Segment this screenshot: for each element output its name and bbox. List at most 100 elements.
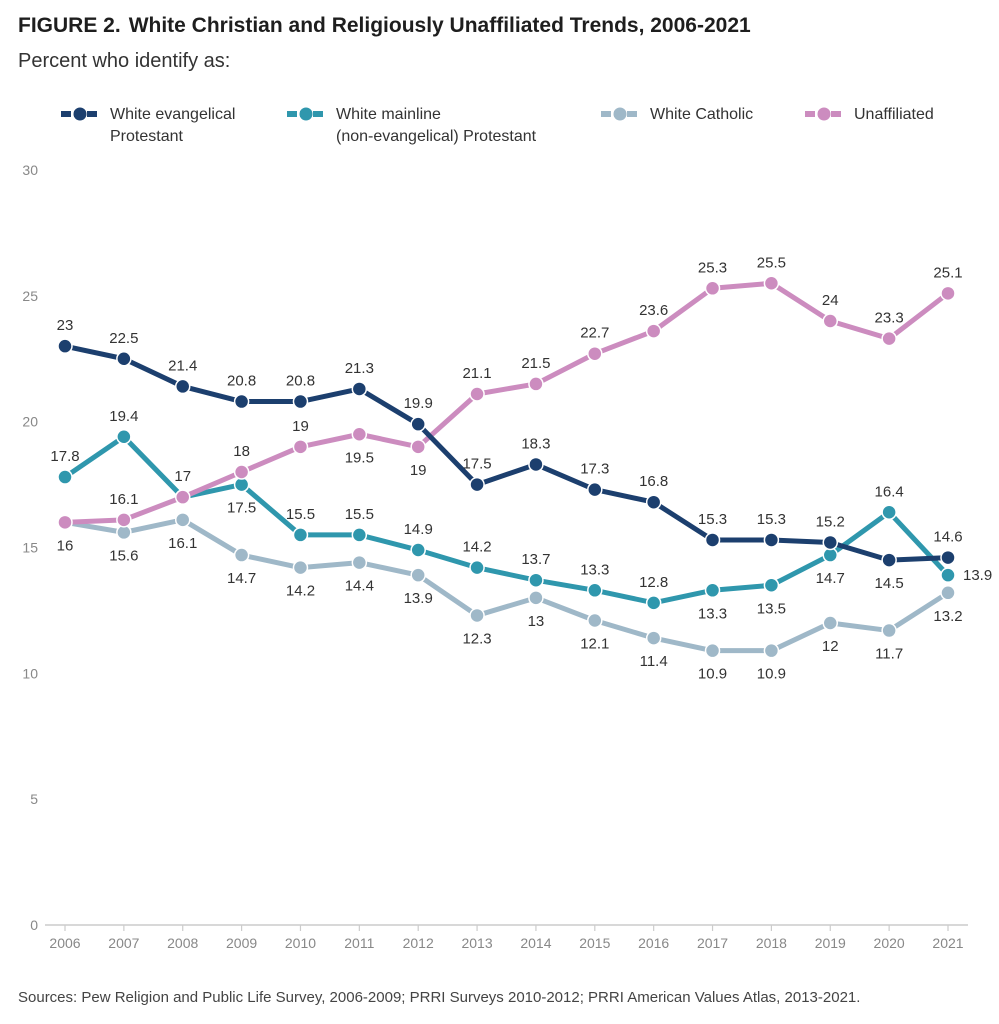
data-label: 20.8: [227, 373, 256, 390]
data-point-2: [410, 567, 426, 583]
data-label: 19.5: [345, 449, 374, 466]
legend-swatch-evangelical: [61, 107, 99, 121]
data-point-1: [763, 577, 780, 593]
data-label: 13.7: [521, 551, 550, 568]
x-tick-label: 2016: [638, 935, 669, 951]
legend-item-mainline: White mainline (non-evangelical) Protest…: [286, 104, 536, 148]
data-label: 24: [822, 292, 839, 309]
data-point-1: [645, 595, 662, 611]
y-tick-label: 30: [22, 162, 38, 178]
data-label: 10.9: [698, 666, 727, 683]
data-point-3: [763, 275, 780, 291]
data-point-2: [704, 642, 721, 659]
data-label: 12: [822, 638, 839, 655]
data-label: 16.1: [109, 491, 138, 508]
data-point-2: [940, 585, 956, 601]
data-point-3: [57, 514, 73, 531]
y-tick-label: 5: [30, 791, 38, 807]
data-point-3: [233, 464, 250, 480]
legend-label-catholic: White Catholic: [650, 106, 754, 123]
data-label: 13.5: [757, 600, 786, 617]
data-label: 21.5: [521, 355, 550, 372]
data-label: 14.4: [345, 578, 374, 595]
data-point-3: [587, 345, 603, 362]
x-tick-label: 2012: [403, 935, 434, 951]
data-point-1: [587, 582, 603, 599]
data-point-3: [351, 426, 368, 442]
data-label: 15.3: [757, 511, 786, 528]
data-label: 14.2: [462, 539, 491, 556]
data-point-1: [528, 572, 544, 588]
data-label: 19.4: [109, 408, 138, 425]
legend-label-evangelical: White evangelical Protestant: [110, 106, 236, 145]
x-tick-label: 2011: [344, 935, 374, 951]
data-label: 18: [233, 443, 250, 460]
chart-subtitle: Percent who identify as:: [18, 50, 231, 72]
data-point-2: [469, 607, 485, 624]
legend-label-mainline: White mainline (non-evangelical) Protest…: [336, 106, 537, 145]
data-label: 25.5: [757, 254, 786, 271]
data-point-1: [351, 527, 368, 543]
data-label: 15.5: [286, 506, 315, 523]
data-label: 15.6: [109, 547, 138, 564]
data-label: 19: [292, 418, 309, 435]
data-label: 17.8: [50, 448, 79, 465]
figure-label: FIGURE 2.: [18, 14, 121, 37]
x-tick-label: 2010: [285, 935, 316, 951]
data-label: 23.6: [639, 302, 668, 319]
data-point-0: [233, 393, 250, 410]
data-label: 17.3: [580, 461, 609, 478]
data-point-1: [940, 567, 956, 583]
data-point-0: [351, 381, 368, 397]
data-point-1: [469, 559, 485, 576]
y-tick-label: 25: [22, 288, 38, 304]
chart-title: FIGURE 2. White Christian and Religiously…: [18, 14, 751, 38]
data-label: 16.4: [875, 483, 904, 500]
data-label: 16: [57, 537, 74, 554]
x-tick-label: 2006: [49, 935, 80, 951]
data-point-2: [645, 630, 662, 646]
series-line-2: [62, 517, 951, 654]
data-label: 15.5: [345, 506, 374, 523]
data-label: 21.4: [168, 357, 197, 374]
data-point-2: [881, 622, 897, 639]
data-label: 12.8: [639, 574, 668, 591]
data-point-0: [469, 476, 485, 493]
data-label: 13.3: [580, 561, 609, 578]
data-label: 22.7: [580, 325, 609, 342]
data-label: 11.4: [640, 653, 668, 670]
data-point-3: [645, 323, 662, 339]
x-tick-label: 2013: [461, 935, 492, 951]
data-label: 13.9: [404, 590, 433, 607]
data-label: 19: [410, 462, 427, 479]
data-label: 21.1: [462, 365, 491, 382]
data-point-3: [528, 376, 544, 392]
data-label: 25.3: [698, 259, 727, 276]
data-point-1: [292, 527, 309, 543]
data-point-0: [292, 393, 309, 410]
data-point-3: [881, 330, 897, 347]
legend-item-catholic: White Catholic: [600, 104, 753, 126]
legend-label-unaffiliated: Unaffiliated: [854, 106, 934, 123]
data-point-0: [881, 552, 897, 568]
y-tick-label: 10: [22, 665, 38, 681]
data-point-2: [587, 612, 603, 629]
data-point-2: [233, 547, 250, 563]
data-label: 14.7: [816, 570, 845, 587]
data-point-2: [292, 559, 309, 576]
data-label: 13.3: [698, 605, 727, 622]
data-point-3: [469, 386, 485, 402]
data-label: 17.5: [462, 456, 491, 473]
data-point-2: [763, 642, 780, 659]
data-label: 14.7: [227, 570, 256, 587]
y-tick-label: 0: [30, 917, 38, 933]
source-note: Sources: Pew Religion and Public Life Su…: [18, 989, 861, 1006]
data-label: 21.3: [345, 360, 374, 377]
data-label: 14.9: [404, 521, 433, 538]
data-point-0: [410, 416, 426, 432]
legend-item-unaffiliated: Unaffiliated: [804, 104, 934, 126]
x-tick-label: 2014: [520, 935, 551, 951]
data-point-0: [587, 481, 603, 498]
data-point-2: [351, 554, 368, 571]
